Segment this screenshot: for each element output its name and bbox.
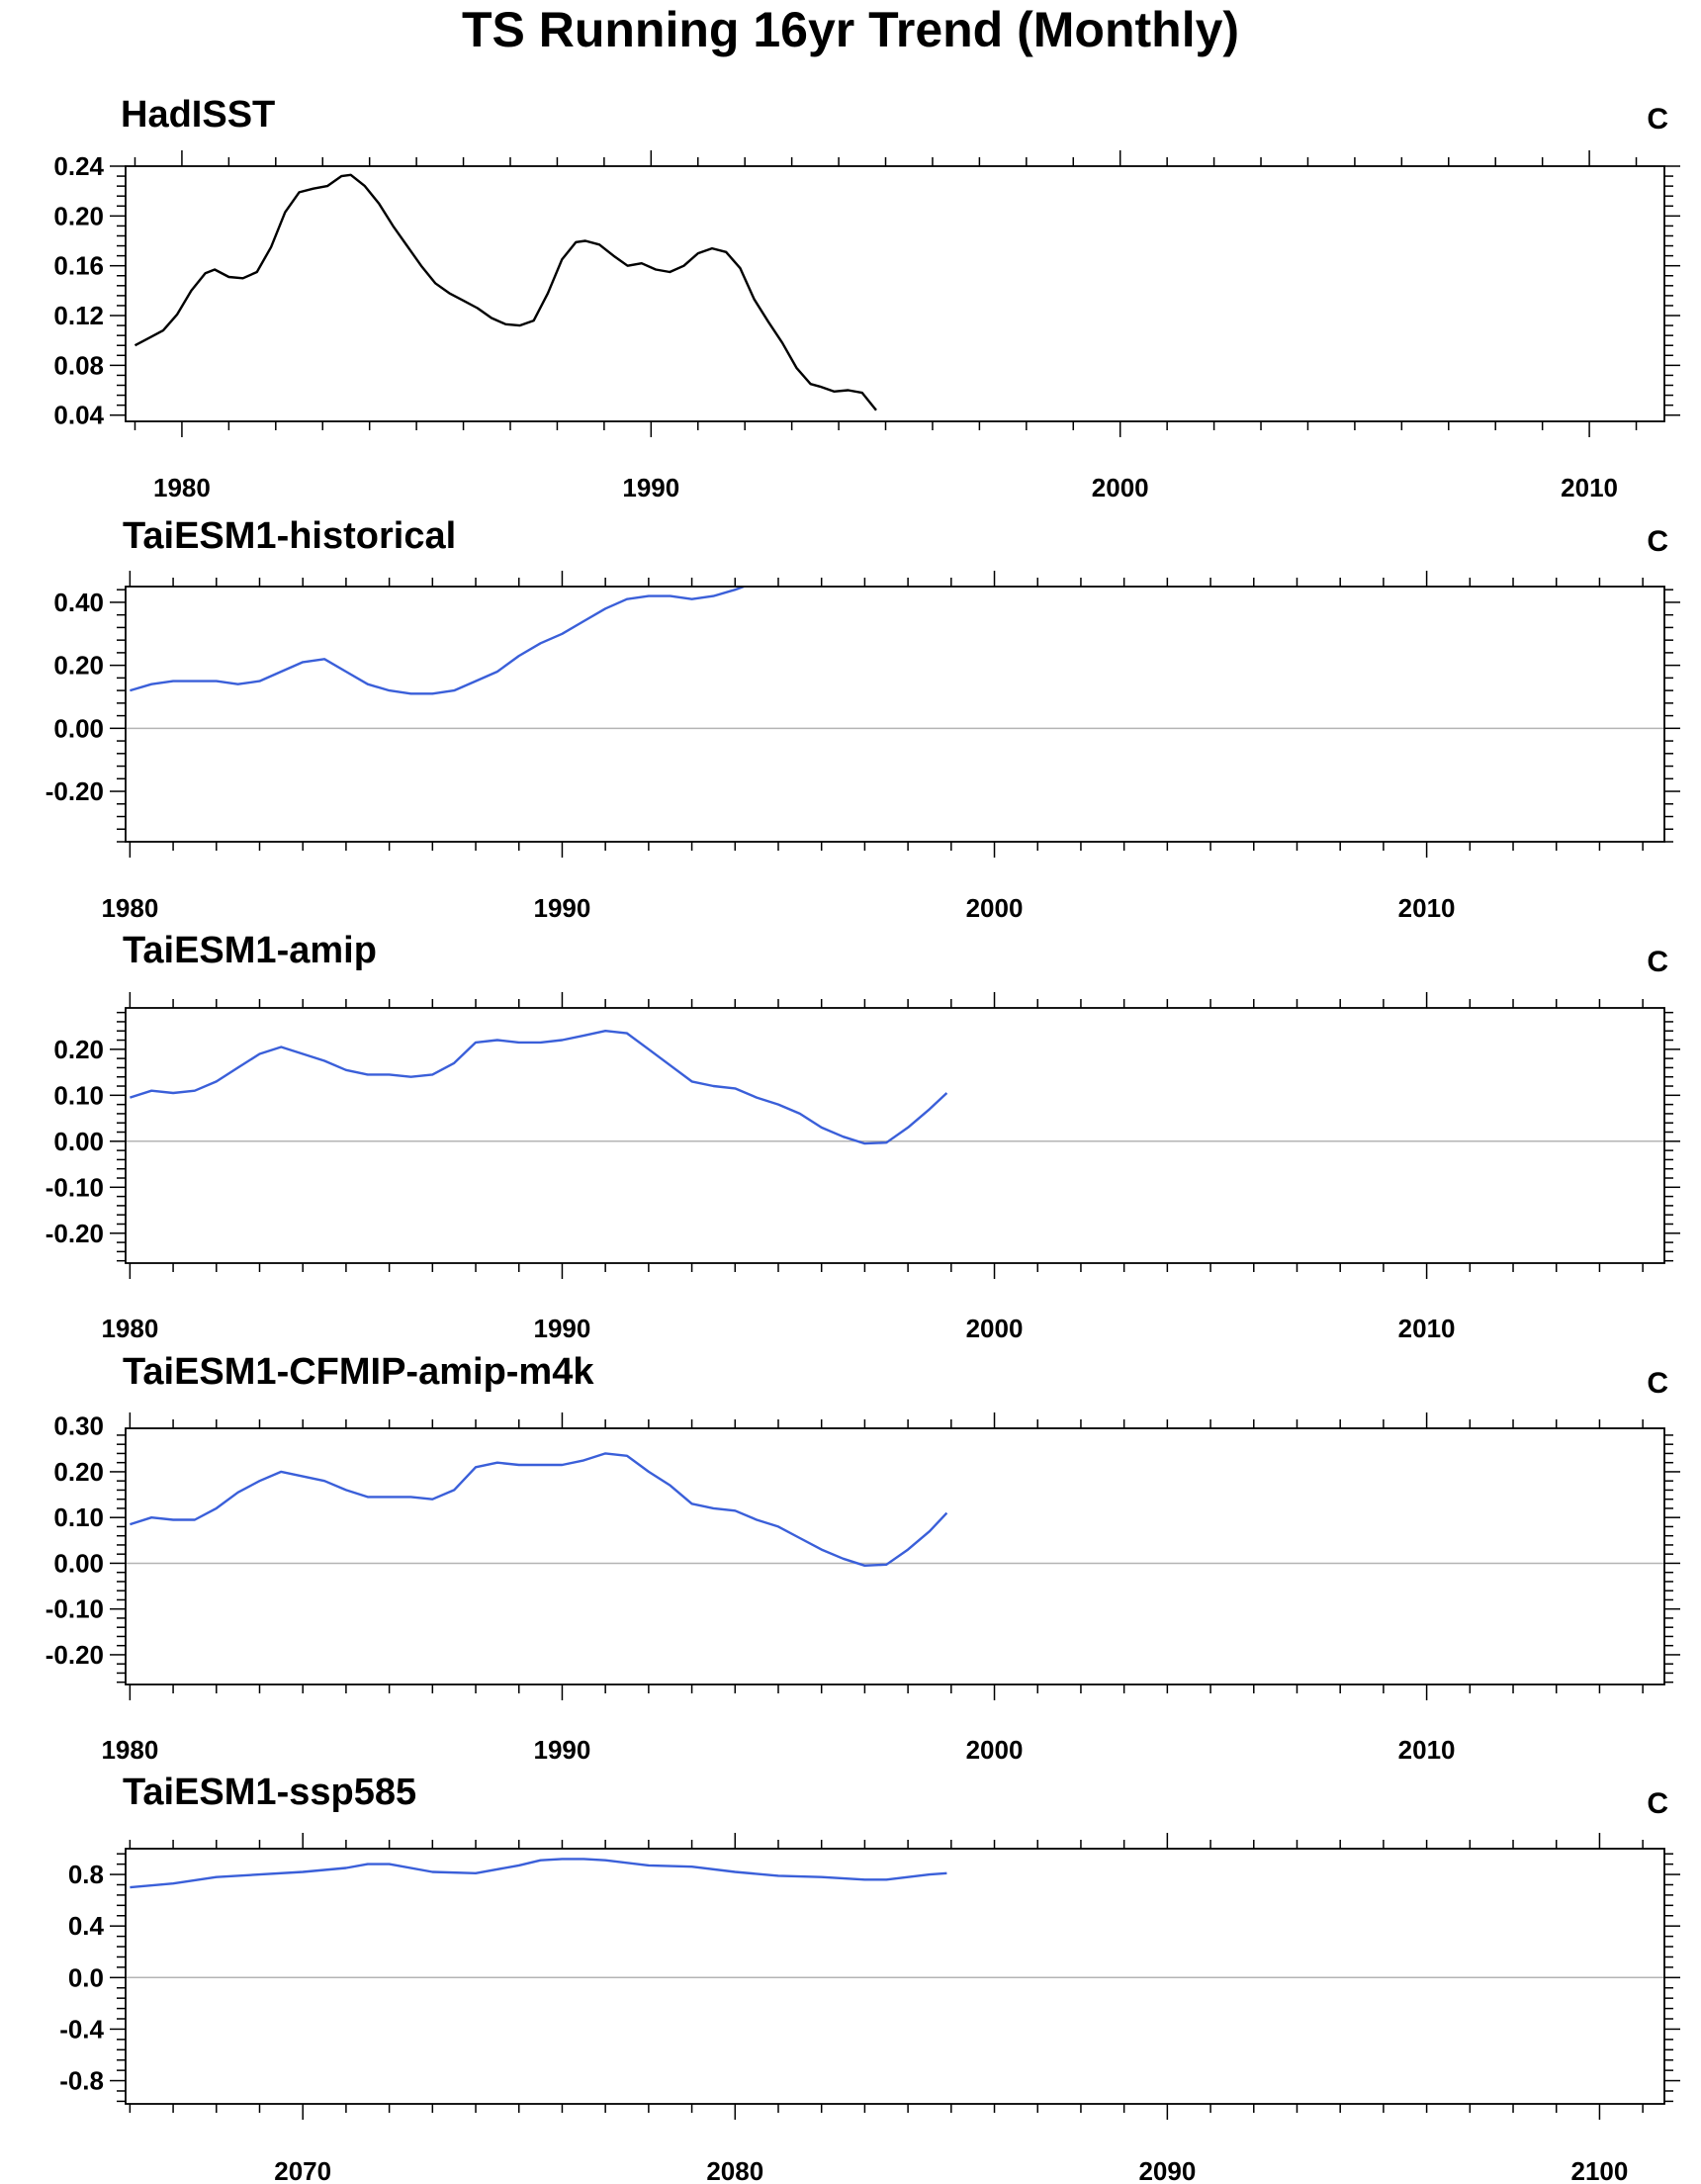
- y-tick-label: 0.16: [53, 251, 104, 281]
- x-tick-label: 1990: [534, 1314, 591, 1343]
- panel-units: C: [1647, 1787, 1668, 1820]
- x-tick-label: 1980: [101, 1735, 158, 1765]
- y-tick-label: 0.40: [53, 588, 104, 617]
- y-tick-label: 0.8: [68, 1860, 104, 1889]
- panel-title: TaiESM1-amip: [123, 930, 377, 971]
- series-line: [134, 173, 877, 411]
- plot-frame: [125, 165, 1665, 422]
- x-tick-label: 2100: [1571, 2156, 1629, 2184]
- y-tick-label: 0.20: [53, 1457, 104, 1487]
- plot-frame: [125, 1007, 1665, 1264]
- series-line: [130, 1029, 948, 1145]
- x-tick-label: 1980: [153, 473, 211, 502]
- y-tick-label: 0.20: [53, 201, 104, 230]
- panel-title: TaiESM1-ssp585: [123, 1772, 416, 1813]
- y-tick-label: 0.10: [53, 1080, 104, 1110]
- x-tick-label: 2070: [274, 2156, 331, 2184]
- panel-units: C: [1647, 946, 1668, 978]
- panel-units: C: [1647, 525, 1668, 558]
- y-tick-label: 0.08: [53, 350, 104, 380]
- x-tick-label: 1990: [534, 1735, 591, 1765]
- y-tick-label: -0.10: [45, 1172, 104, 1202]
- panel-title: HadISST: [121, 94, 275, 136]
- x-tick-label: 2000: [966, 1735, 1024, 1765]
- series-line: [130, 1452, 948, 1568]
- y-tick-label: -0.20: [45, 1219, 104, 1248]
- plot-frame: [125, 1427, 1665, 1685]
- y-tick-label: -0.20: [45, 776, 104, 806]
- y-tick-label: 0.20: [53, 1035, 104, 1064]
- x-tick-label: 2010: [1561, 473, 1618, 502]
- x-tick-label: 2080: [706, 2156, 763, 2184]
- y-tick-label: -0.4: [59, 2014, 104, 2044]
- y-tick-label: 0.30: [53, 1411, 104, 1441]
- panel-title: TaiESM1-CFMIP-amip-m4k: [123, 1351, 594, 1393]
- y-tick-label: 0.0: [68, 1962, 104, 1992]
- plot-frame: [125, 1848, 1665, 2105]
- series-line: [130, 587, 745, 695]
- x-tick-label: 1990: [534, 893, 591, 923]
- x-tick-label: 2010: [1398, 1314, 1456, 1343]
- x-tick-label: 2000: [966, 893, 1024, 923]
- y-tick-label: 0.00: [53, 1548, 104, 1578]
- panel-units: C: [1647, 1367, 1668, 1400]
- x-tick-label: 2010: [1398, 893, 1456, 923]
- y-tick-label: -0.10: [45, 1594, 104, 1624]
- series-line: [130, 1858, 947, 1889]
- panel-title: TaiESM1-historical: [123, 515, 456, 557]
- y-tick-label: 0.04: [53, 401, 104, 430]
- x-tick-label: 2000: [1092, 473, 1149, 502]
- x-tick-label: 1980: [101, 893, 158, 923]
- y-tick-label: -0.8: [59, 2066, 104, 2096]
- x-tick-label: 2000: [966, 1314, 1024, 1343]
- y-tick-label: -0.20: [45, 1640, 104, 1670]
- x-tick-label: 1990: [622, 473, 679, 502]
- y-tick-label: 0.00: [53, 713, 104, 743]
- y-tick-label: 0.12: [53, 301, 104, 330]
- x-tick-label: 2010: [1398, 1735, 1456, 1765]
- panel-units: C: [1647, 103, 1668, 136]
- y-tick-label: 0.00: [53, 1127, 104, 1156]
- x-tick-label: 2090: [1138, 2156, 1196, 2184]
- y-tick-label: 0.10: [53, 1502, 104, 1532]
- y-tick-label: 0.20: [53, 651, 104, 681]
- plot-frame: [125, 586, 1665, 843]
- main-title: TS Running 16yr Trend (Monthly): [461, 2, 1240, 57]
- y-tick-label: 0.4: [68, 1911, 105, 1941]
- x-tick-label: 1980: [101, 1314, 158, 1343]
- y-tick-label: 0.24: [53, 151, 104, 181]
